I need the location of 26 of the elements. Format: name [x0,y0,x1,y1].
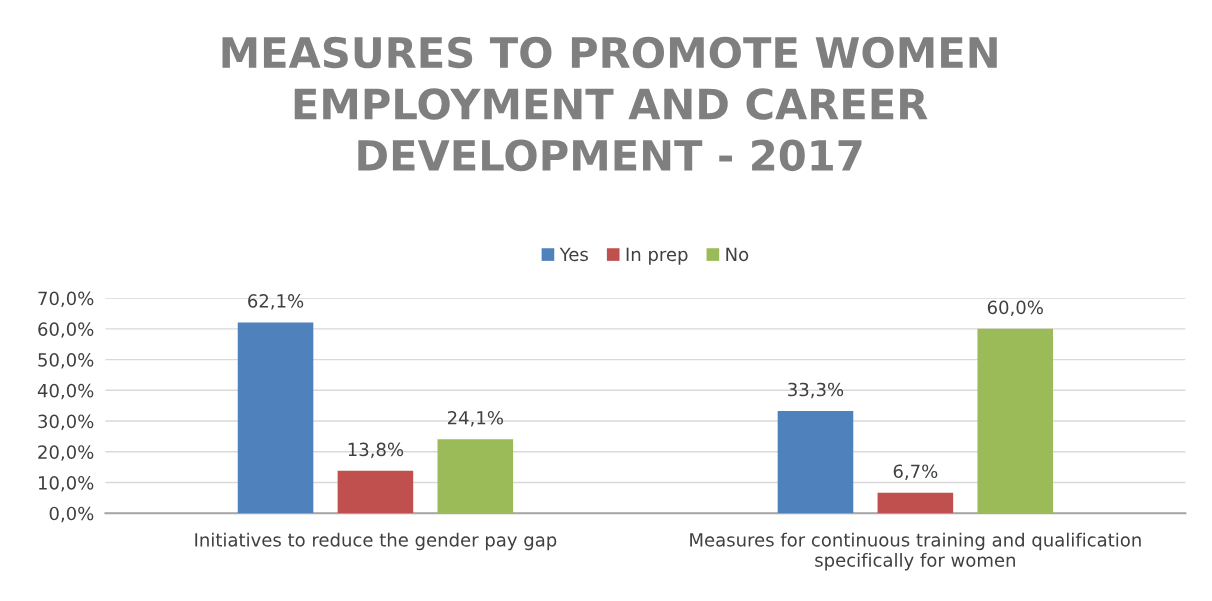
legend-label: No [726,247,749,262]
x-tick-label: Initiatives to reduce the gender pay gap [195,532,557,551]
data-label: 62,1% [248,294,304,310]
bar [337,470,414,514]
x-tick-label: Measures for continuous training and qualification specifically for women [690,532,1141,571]
y-tick-label: 10,0% [38,475,94,492]
bar [237,322,314,514]
y-tick-label: 20,0% [38,445,94,461]
bar [977,328,1054,514]
legend-label: Yes [559,247,588,262]
bar [877,492,954,514]
bar [437,439,514,514]
bar [777,410,854,514]
data-label: 60,0% [987,300,1043,317]
y-tick-label: 0,0% [49,506,94,523]
y-tick-label: 30,0% [38,414,94,430]
data-label: 13,8% [348,442,404,459]
y-tick-label: 50,0% [38,353,94,369]
data-label: 33,3% [788,382,844,399]
y-tick-label: 70,0% [38,291,94,308]
chart-title: MEASURES TO PROMOTE WOMEN EMPLOYMENT AND CAREER DEVELOPMENT - 2017 [222,36,997,172]
y-tick-label: 60,0% [38,322,94,338]
y-tick-label: 40,0% [37,383,94,400]
data-label: 24,1% [447,410,503,427]
legend-label: In prep [626,247,688,265]
data-label: 6,7% [893,464,938,480]
